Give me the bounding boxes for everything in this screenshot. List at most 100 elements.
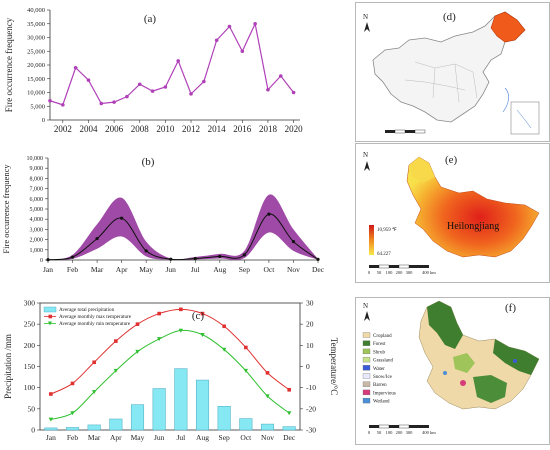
legend-marker-tmax: [48, 314, 53, 319]
y-tick-label: 40,000: [27, 7, 45, 14]
data-point: [176, 59, 181, 63]
region-label: Heilongjiang: [447, 221, 499, 232]
tmax-marker: [92, 360, 96, 365]
tmax-marker: [49, 392, 53, 396]
north-label: N: [363, 13, 368, 21]
y-tick-label: 8,000: [30, 176, 44, 182]
data-point: [86, 78, 91, 82]
y-axis-label: Precipitation /mm: [3, 334, 13, 399]
tmax-marker: [157, 311, 161, 316]
tmax-marker: [135, 322, 140, 326]
y-tick-label: 9,000: [30, 166, 44, 172]
legend-label: Cropland: [373, 334, 392, 339]
data-point: [316, 257, 320, 261]
data-point: [120, 216, 124, 220]
x-tick-label: 2004: [79, 124, 98, 134]
legend-swatch: [362, 332, 371, 338]
data-point: [227, 24, 232, 29]
chart-panel-c: 0 50 100 150 200 250 300 30 20 10 0 -10 -20 -30 Jan Feb…: [0, 293, 340, 445]
y2-tick-label: -10: [306, 383, 316, 392]
x-tick-label: Mar: [88, 433, 101, 442]
data-point: [218, 254, 222, 259]
data-point: [61, 103, 65, 107]
x-tick-label: 2010: [156, 124, 175, 134]
map-panel-e: N (e) Heilongjiang 10,959 ℉ 64.227 0 50 10…: [355, 143, 550, 283]
china-map: N (d): [363, 11, 540, 135]
y-tick-label: 150: [24, 362, 36, 371]
y-tick-label: 25,000: [27, 48, 45, 55]
y2-tick-label: 0: [306, 362, 310, 371]
chart-panel-b: 0 1,000 2,000 3,000 4,000 5,000 6,000 7,000 8,00…: [0, 148, 340, 290]
scale-label: 300: [406, 430, 414, 435]
data-point: [202, 79, 206, 84]
tmax-marker: [114, 339, 118, 343]
data-point: [73, 65, 78, 70]
y-tick-label: 35,000: [27, 21, 45, 28]
legend-swatch: [362, 373, 371, 379]
x-tick-label: Aug: [213, 265, 226, 274]
map-f-label: (f): [505, 302, 516, 314]
x-tick-label: Feb: [67, 433, 79, 442]
scale-bar: [369, 424, 429, 429]
y-tick-label: 300: [24, 299, 36, 308]
x-tick-label: Nov: [287, 265, 300, 274]
tmin-marker: [286, 411, 292, 416]
province-borders: [404, 61, 478, 103]
y2-tick-label: 20: [306, 320, 314, 329]
tmax-marker: [265, 371, 270, 375]
coastline: [502, 87, 509, 113]
tmin-marker: [243, 368, 249, 373]
panel-label: (b): [142, 156, 155, 168]
tmin-marker: [135, 349, 140, 354]
tmax-marker: [70, 381, 75, 386]
chart-panel-a: 0 5,000 10,000 15,000 20,000 25,000 30,000 35,0…: [0, 0, 340, 145]
precip-bar: [195, 379, 210, 431]
landcover-map: N (f) Cropland Forest Shrub Grassland Water S…: [362, 300, 540, 435]
forest-east: [493, 339, 539, 375]
water-spot: [513, 359, 517, 363]
y-tick-label: 3,000: [30, 227, 44, 233]
y-tick-label: 4,000: [30, 217, 44, 223]
y-tick-label: 200: [24, 341, 36, 350]
x-tick-label: Nov: [261, 433, 274, 442]
legend-label-precip: Average total precipitation: [59, 307, 115, 313]
impervious-spot: [460, 380, 466, 386]
heat-legend-bar: [369, 225, 374, 255]
legend-swatch: [362, 340, 371, 346]
precip-bar: [174, 368, 188, 431]
x-tick-label: Jun: [166, 265, 177, 274]
y-tick-label: 100: [24, 383, 36, 392]
legend-low: 64.227: [377, 252, 391, 257]
series-line-fire-frequency: [49, 21, 295, 106]
tmax-marker: [287, 387, 291, 392]
data-point: [240, 49, 245, 54]
precip-bar: [239, 418, 253, 431]
y2-tick-label: 10: [306, 341, 314, 350]
x-tick-label: 2020: [285, 124, 304, 134]
y-tick-label: 0: [31, 426, 35, 435]
precip-bar: [130, 404, 145, 431]
data-point: [214, 38, 219, 43]
tmin-marker: [221, 347, 227, 352]
legend-swatch: [362, 356, 371, 363]
data-point: [291, 90, 296, 95]
data-point: [95, 236, 99, 241]
legend-swatch-precip: [43, 306, 57, 313]
legend-marker-tmin: [48, 321, 52, 326]
data-point: [267, 212, 271, 216]
x-tick-label: Jul: [176, 433, 185, 442]
northern-cool-zone: [409, 157, 435, 183]
x-tick-label: Mar: [91, 265, 104, 274]
map-panel-d: N (d): [355, 2, 550, 142]
legend-label: Forest: [373, 342, 386, 347]
data-point: [125, 94, 129, 99]
scale-labels: 0 50 100 200 300 400 km: [368, 430, 436, 435]
legend-swatch: [362, 381, 371, 387]
x-tick-label: May: [131, 433, 145, 442]
y-tick-label: 10,000: [27, 90, 45, 97]
data-point: [70, 255, 75, 259]
scale-label: 400 km: [422, 270, 436, 275]
scale-label: 100: [386, 270, 394, 275]
data-point: [291, 240, 296, 244]
data-point: [46, 258, 50, 262]
